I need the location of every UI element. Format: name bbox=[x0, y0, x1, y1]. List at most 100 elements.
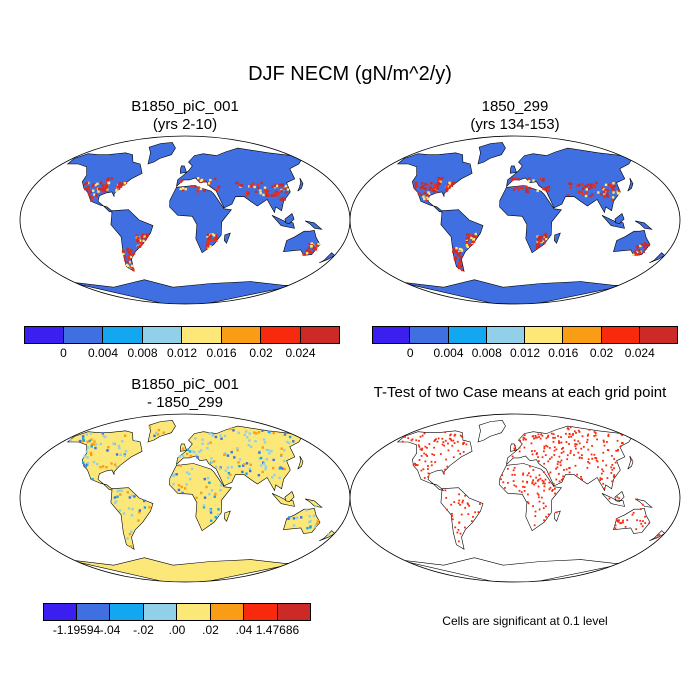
grid-cell bbox=[130, 530, 133, 533]
grid-cell bbox=[580, 182, 584, 186]
grid-cell bbox=[468, 234, 471, 237]
significant-cell bbox=[565, 432, 567, 435]
grid-cell bbox=[430, 181, 433, 185]
land-northAmerica bbox=[66, 152, 143, 213]
grid-cell bbox=[590, 185, 593, 189]
significant-cell bbox=[658, 534, 661, 536]
land-indonesia bbox=[271, 215, 295, 229]
significant-cell bbox=[418, 459, 421, 461]
grid-cell bbox=[213, 237, 216, 241]
grid-cell bbox=[129, 252, 132, 256]
grid-cell bbox=[213, 495, 216, 498]
grid-cell bbox=[195, 454, 199, 457]
grid-cell bbox=[87, 181, 90, 185]
significant-cell bbox=[553, 446, 556, 449]
grid-cell bbox=[466, 245, 470, 249]
significant-cell bbox=[426, 446, 428, 449]
grid-cell bbox=[85, 181, 89, 185]
grid-cell bbox=[100, 188, 103, 191]
grid-cell bbox=[528, 186, 532, 190]
grid-cell bbox=[273, 194, 277, 197]
grid-cell bbox=[444, 189, 448, 193]
grid-cell bbox=[287, 516, 291, 519]
grid-cell bbox=[542, 187, 545, 191]
grid-cell bbox=[118, 182, 122, 185]
grid-cell bbox=[256, 183, 259, 186]
significant-cell bbox=[537, 433, 540, 436]
grid-cell bbox=[148, 506, 151, 509]
ocean bbox=[350, 414, 680, 582]
grid-cell bbox=[569, 182, 573, 186]
grid-cell bbox=[436, 185, 439, 188]
grid-cell bbox=[89, 453, 93, 457]
significant-cell bbox=[576, 473, 579, 476]
significant-cell bbox=[544, 505, 547, 508]
grid-cell bbox=[209, 238, 213, 242]
grid-cell bbox=[569, 186, 572, 189]
land-antarctica bbox=[66, 279, 297, 304]
colorbar-2-tick-label: 0.02 bbox=[589, 346, 614, 360]
land-antarctica bbox=[66, 557, 297, 582]
grid-cell bbox=[181, 454, 185, 457]
significant-cell bbox=[542, 450, 545, 453]
grid-cell bbox=[200, 491, 203, 495]
grid-cell bbox=[214, 235, 218, 238]
significant-cell bbox=[614, 527, 617, 530]
map-panel-2 bbox=[349, 135, 681, 305]
significant-cell bbox=[546, 436, 549, 438]
significant-cell bbox=[527, 502, 530, 505]
significant-cell bbox=[654, 536, 657, 539]
significant-cell bbox=[619, 522, 622, 525]
grid-cell bbox=[194, 437, 197, 440]
grid-cell bbox=[124, 450, 128, 453]
significant-cell bbox=[415, 463, 418, 466]
grid-cell bbox=[214, 492, 217, 496]
grid-cell bbox=[278, 184, 281, 187]
grid-cell bbox=[179, 464, 182, 468]
colorbar-diff-tick-label: .02 bbox=[202, 623, 219, 637]
grid-cell bbox=[288, 435, 292, 439]
significant-cell bbox=[556, 466, 559, 469]
grid-cell bbox=[172, 474, 175, 478]
significant-cell bbox=[437, 437, 440, 440]
grid-cell bbox=[116, 495, 119, 498]
grid-cell bbox=[308, 515, 311, 518]
land-southAmerica bbox=[440, 487, 484, 550]
grid-cell bbox=[457, 265, 461, 268]
significant-cell bbox=[422, 468, 425, 471]
grid-cell bbox=[212, 234, 216, 237]
grid-cell bbox=[197, 186, 201, 189]
significant-cell bbox=[613, 476, 616, 478]
grid-cell bbox=[208, 509, 212, 512]
grid-cell bbox=[107, 178, 110, 181]
grid-cell bbox=[92, 183, 95, 186]
grid-cell bbox=[268, 431, 272, 435]
significant-cell bbox=[568, 433, 571, 436]
significant-cell bbox=[560, 478, 563, 481]
grid-cell bbox=[85, 463, 89, 466]
significant-cell bbox=[474, 511, 477, 514]
significant-cell bbox=[593, 431, 596, 433]
significant-cell bbox=[453, 434, 456, 437]
grid-cell bbox=[177, 484, 181, 487]
land-southAmerica bbox=[440, 209, 484, 272]
grid-cell bbox=[465, 243, 469, 247]
grid-cell bbox=[217, 185, 221, 188]
grid-cell bbox=[90, 445, 93, 448]
grid-cell bbox=[113, 496, 117, 499]
grid-cell bbox=[247, 443, 251, 447]
grid-cell bbox=[206, 233, 209, 236]
significant-cell bbox=[610, 454, 613, 457]
grid-cell bbox=[249, 463, 252, 466]
colorbar-diff-tick-label: .04 bbox=[235, 623, 253, 637]
grid-cell bbox=[123, 454, 126, 457]
grid-cell bbox=[232, 429, 235, 432]
grid-cell bbox=[214, 239, 218, 242]
significant-cell bbox=[526, 474, 529, 477]
significant-cell bbox=[526, 481, 529, 484]
grid-cell bbox=[308, 242, 311, 246]
grid-cell bbox=[517, 178, 521, 181]
colorbar-1-swatch bbox=[142, 326, 182, 344]
grid-cell bbox=[541, 236, 544, 239]
significant-cell bbox=[562, 446, 565, 449]
